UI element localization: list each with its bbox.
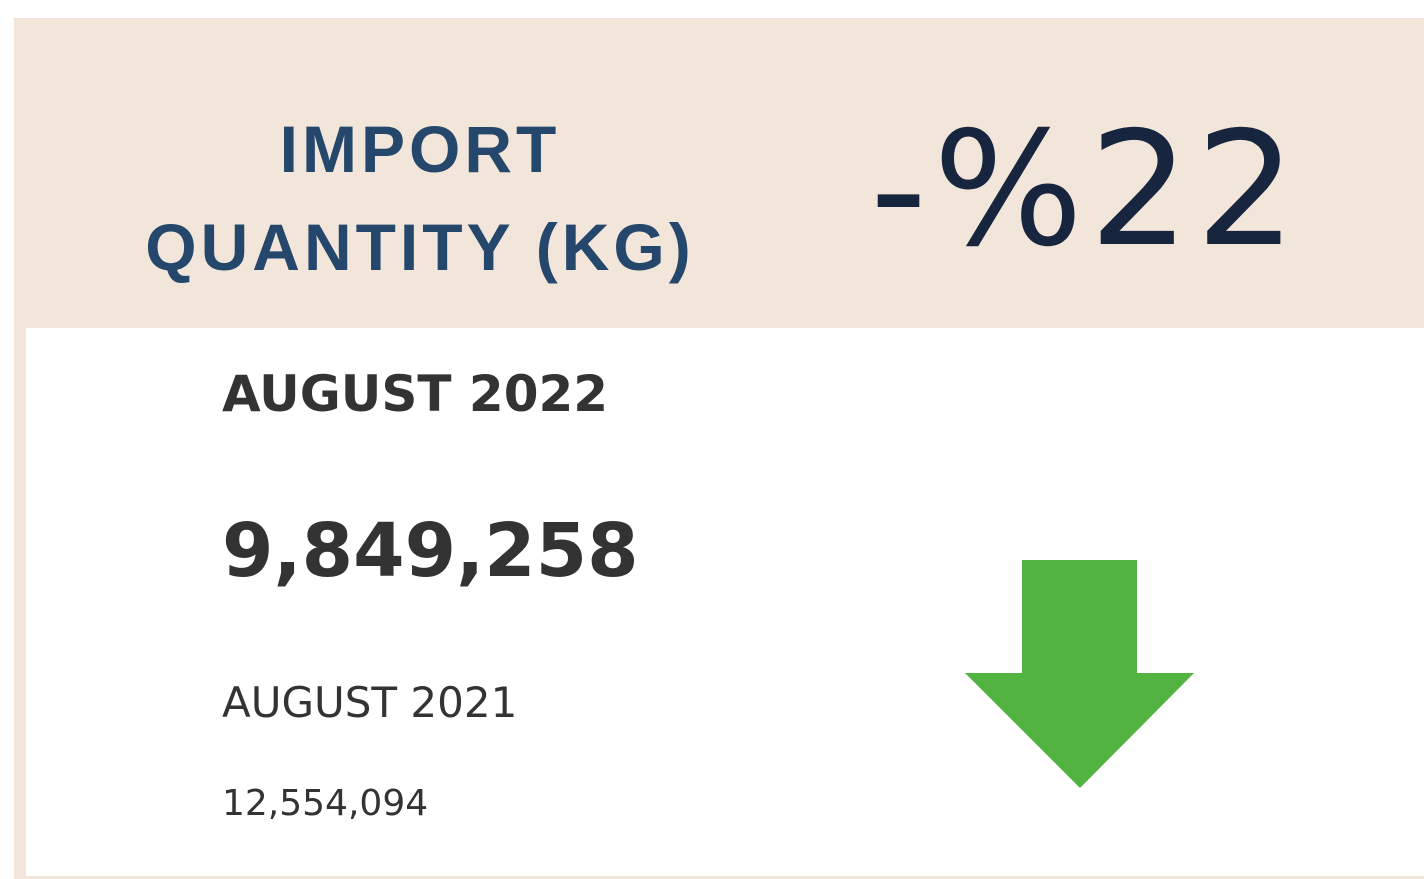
card-title: IMPORT QUANTITY (KG) <box>145 112 695 284</box>
card-body <box>26 328 1424 876</box>
change-value: -%22 <box>870 98 1303 282</box>
previous-value: 12,554,094 <box>222 783 429 824</box>
arrow-shape <box>965 560 1194 788</box>
current-label: AUGUST 2022 <box>222 365 609 423</box>
kpi-card <box>14 18 1424 879</box>
down-arrow <box>965 560 1194 788</box>
current-value: 9,849,258 <box>222 508 639 594</box>
previous-label: AUGUST 2021 <box>222 678 518 727</box>
